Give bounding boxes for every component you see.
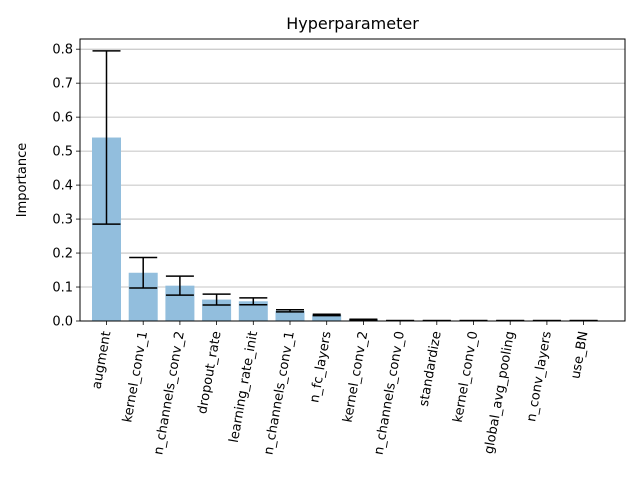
y-axis-title: Importance bbox=[15, 143, 30, 218]
y-tick-label: 0.0 bbox=[52, 315, 73, 330]
x-tick-label: dropout_rate bbox=[195, 330, 224, 415]
bar bbox=[275, 310, 305, 321]
y-tick-label: 0.3 bbox=[52, 213, 73, 228]
x-tick-label: kernel_conv_0 bbox=[451, 330, 482, 424]
bar bbox=[312, 314, 342, 321]
bar bbox=[238, 301, 268, 321]
y-axis-ticks: 0.0 0.1 0.2 0.3 0.4 0.5 0.6 0.7 0.8 bbox=[52, 43, 80, 330]
x-tick-label: n_conv_layers bbox=[524, 330, 555, 423]
x-tick-label: n_channels_conv_1 bbox=[261, 330, 298, 456]
gridlines bbox=[80, 48, 625, 322]
y-tick-label: 0.1 bbox=[52, 281, 73, 296]
y-tick-label: 0.5 bbox=[52, 145, 73, 160]
x-tick-label: standardize bbox=[417, 330, 445, 408]
chart-title: Hyperparameter bbox=[286, 14, 419, 33]
x-tick-label: augment bbox=[90, 330, 115, 390]
x-axis-ticks: augment kernel_conv_1 n_channels_conv_2 dro… bbox=[90, 321, 592, 456]
x-tick-label: n_channels_conv_0 bbox=[372, 330, 409, 456]
x-tick-label: n_fc_layers bbox=[307, 330, 334, 404]
y-tick-label: 0.4 bbox=[52, 179, 73, 194]
plot-frame bbox=[79, 38, 626, 322]
bars bbox=[92, 137, 599, 322]
x-tick-label: kernel_conv_2 bbox=[341, 330, 372, 424]
x-tick-label: kernel_conv_1 bbox=[120, 330, 151, 424]
y-tick-label: 0.6 bbox=[52, 111, 73, 126]
x-tick-label: learning_rate_init bbox=[227, 330, 261, 444]
y-tick-label: 0.7 bbox=[52, 77, 73, 92]
x-tick-label: use_BN bbox=[568, 330, 591, 380]
y-tick-label: 0.8 bbox=[52, 43, 73, 58]
x-tick-label: n_channels_conv_2 bbox=[151, 330, 188, 456]
x-tick-label: global_avg_pooling bbox=[482, 330, 518, 455]
y-tick-label: 0.2 bbox=[52, 247, 73, 262]
error-bars bbox=[92, 50, 598, 322]
